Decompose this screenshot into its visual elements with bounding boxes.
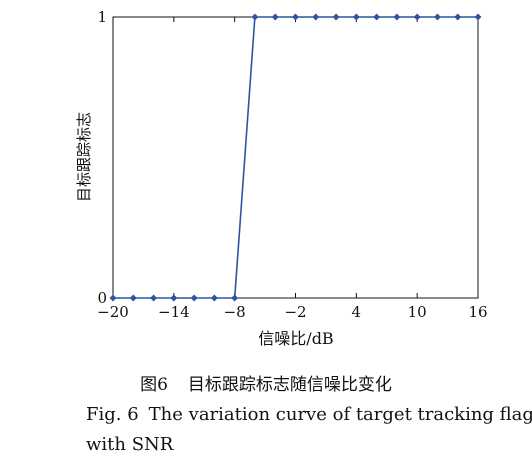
data-point	[312, 13, 320, 21]
x-tick-label: −20	[97, 303, 129, 321]
y-tick-label: 0	[97, 289, 107, 307]
caption-english-label: Fig. 6	[86, 404, 139, 425]
data-point	[332, 13, 340, 21]
x-axis-label: 信噪比/dB	[258, 329, 333, 348]
caption-english-text: The variation curve of target tracking f…	[148, 404, 532, 425]
data-point	[352, 13, 360, 21]
data-point	[413, 13, 421, 21]
ticks: −20 −14 −8 −2 4 10 16 0 1	[97, 8, 487, 321]
data-point	[433, 13, 441, 21]
caption-english-line2: with SNR	[86, 434, 174, 455]
axes	[112, 16, 479, 299]
y-axis-label: 目标跟踪标志	[75, 112, 93, 202]
caption-english-line1: Fig. 6 The variation curve of target trac…	[86, 404, 532, 425]
data-point	[129, 294, 137, 302]
data-point	[291, 13, 300, 21]
x-tick-label: −2	[284, 303, 306, 321]
plot-frame	[112, 16, 479, 299]
y-tick-label: 1	[97, 8, 107, 26]
data-point	[474, 13, 482, 21]
x-tick-label: −14	[158, 303, 190, 321]
data-point	[170, 294, 178, 302]
x-tick-label: 4	[352, 303, 362, 321]
data-point	[251, 13, 259, 21]
x-tick-label: 10	[408, 303, 427, 321]
data-point	[210, 294, 218, 302]
series	[109, 13, 482, 302]
caption-chinese: 图6 目标跟踪标志随信噪比变化	[0, 370, 532, 395]
data-point	[373, 13, 381, 21]
x-tick-label: −8	[224, 303, 246, 321]
series-line	[113, 16, 478, 299]
data-point	[109, 294, 117, 302]
data-point	[393, 13, 401, 21]
chart: −20 −14 −8 −2 4 10 16 0 1 信噪比/dB 目标跟踪标志	[75, 8, 488, 348]
data-point	[271, 13, 279, 21]
x-tick-label: 16	[468, 303, 487, 321]
data-point	[190, 294, 198, 302]
data-point	[150, 294, 158, 302]
data-point	[454, 13, 462, 21]
caption-chinese-text: 目标跟踪标志随信噪比变化	[187, 375, 392, 395]
data-point	[231, 294, 239, 302]
caption-chinese-label: 图6	[140, 375, 168, 395]
